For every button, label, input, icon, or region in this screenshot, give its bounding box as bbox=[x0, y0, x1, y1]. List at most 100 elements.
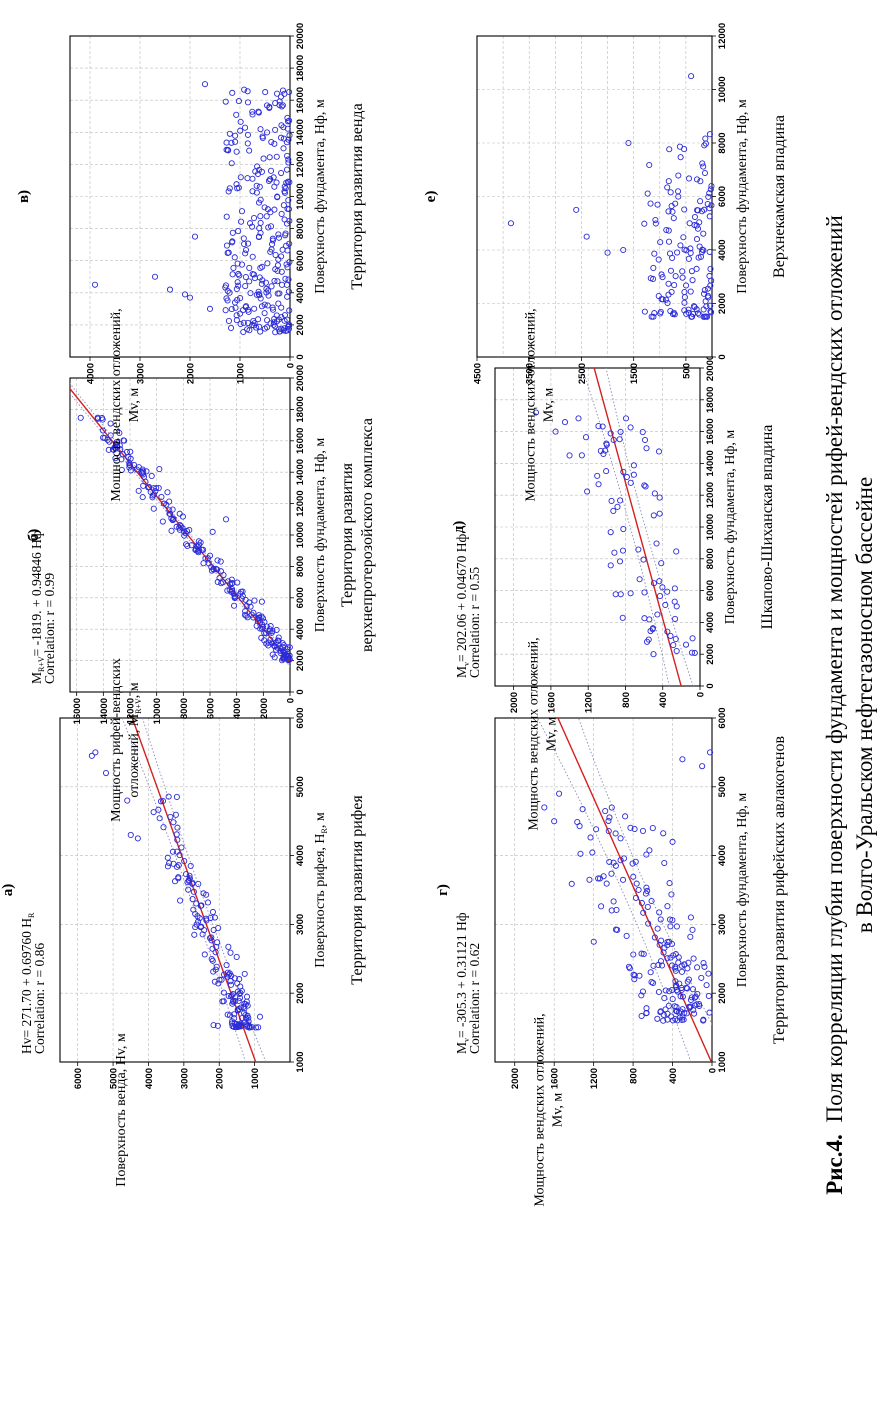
x-tick-label: 12000 bbox=[705, 482, 716, 508]
data-point bbox=[210, 1022, 217, 1029]
data-point bbox=[278, 210, 285, 217]
data-point bbox=[166, 860, 173, 867]
data-point bbox=[170, 819, 177, 826]
data-point bbox=[630, 873, 637, 880]
data-point bbox=[159, 518, 166, 525]
data-point bbox=[670, 641, 677, 649]
data-point bbox=[222, 307, 229, 314]
y-axis-title: Мощность вендских отложений, bbox=[109, 308, 124, 501]
data-point bbox=[237, 118, 244, 125]
y-axis-title-text: Мощность рифей-вендских bbox=[109, 658, 124, 822]
data-point bbox=[257, 229, 264, 237]
x-tick-label: 16000 bbox=[295, 87, 306, 113]
data-point bbox=[246, 147, 253, 154]
data-point bbox=[666, 916, 674, 923]
y-tick-label: 4000 bbox=[86, 363, 97, 384]
data-point bbox=[667, 923, 674, 930]
data-point bbox=[691, 304, 698, 311]
data-point bbox=[685, 255, 692, 262]
y-tick-label: 5000 bbox=[109, 1068, 120, 1089]
data-point bbox=[704, 200, 711, 208]
panel-label: в) bbox=[16, 190, 32, 203]
data-point bbox=[264, 260, 271, 267]
y-axis-title-text: Mv, м bbox=[545, 717, 560, 752]
data-point bbox=[176, 522, 184, 529]
data-point bbox=[608, 804, 615, 811]
data-point bbox=[245, 1018, 252, 1025]
data-point bbox=[206, 305, 214, 312]
y-tick-label: 1600 bbox=[550, 1068, 561, 1089]
data-point bbox=[654, 201, 661, 208]
data-point bbox=[150, 505, 157, 512]
data-point bbox=[230, 264, 237, 272]
data-point bbox=[681, 206, 688, 213]
data-point bbox=[640, 556, 647, 563]
data-point bbox=[224, 297, 231, 304]
data-point bbox=[225, 188, 232, 195]
data-point bbox=[192, 910, 199, 918]
data-point bbox=[275, 326, 282, 333]
y-tick-label: 800 bbox=[629, 1068, 640, 1084]
data-point bbox=[681, 299, 688, 306]
data-point bbox=[650, 962, 657, 969]
data-point bbox=[693, 1001, 700, 1008]
x-tick-label: 4000 bbox=[705, 612, 716, 633]
data-point bbox=[180, 528, 187, 535]
data-point bbox=[254, 170, 262, 178]
data-point bbox=[608, 497, 615, 504]
data-point bbox=[147, 488, 154, 496]
data-point bbox=[173, 523, 180, 530]
data-point bbox=[232, 138, 239, 145]
data-point bbox=[687, 914, 694, 921]
data-point bbox=[195, 918, 202, 925]
confidence-band-line bbox=[581, 368, 670, 686]
data-point bbox=[552, 428, 559, 435]
data-point bbox=[120, 437, 127, 444]
data-point bbox=[279, 246, 286, 253]
x-axis-title-tail: , м bbox=[313, 812, 328, 828]
panel-label: е) bbox=[423, 191, 439, 203]
data-point bbox=[264, 206, 271, 213]
data-point bbox=[249, 111, 256, 118]
data-point bbox=[209, 945, 216, 952]
data-point bbox=[651, 490, 658, 497]
data-point bbox=[669, 838, 676, 845]
data-point bbox=[225, 943, 232, 950]
data-point bbox=[647, 275, 654, 282]
data-point bbox=[233, 1023, 240, 1030]
data-point bbox=[222, 98, 229, 105]
y-tick-label: 1000 bbox=[250, 1068, 261, 1089]
data-point bbox=[236, 976, 243, 983]
data-point bbox=[681, 307, 688, 314]
y-tick-label: 400 bbox=[658, 692, 669, 708]
data-point bbox=[166, 286, 174, 293]
data-point bbox=[668, 202, 675, 210]
data-point bbox=[225, 578, 232, 585]
data-point bbox=[207, 914, 214, 921]
data-point bbox=[182, 530, 189, 537]
data-point bbox=[238, 595, 245, 602]
data-point bbox=[507, 220, 514, 227]
data-point bbox=[164, 489, 171, 496]
data-point bbox=[267, 167, 275, 174]
y-tick-label: 4000 bbox=[232, 698, 243, 719]
equation-tail: = -305.3 + 0.31121 Нф bbox=[454, 912, 469, 1038]
y-axis-title-text: Мощность вендских отложений, bbox=[109, 308, 124, 501]
data-point bbox=[227, 949, 234, 956]
data-point bbox=[678, 984, 685, 991]
region-caption: Шкапово-Шиханская впадина bbox=[759, 425, 776, 630]
data-point bbox=[658, 560, 665, 567]
data-point bbox=[274, 290, 281, 297]
data-point bbox=[244, 99, 252, 106]
data-point bbox=[639, 429, 646, 436]
data-point bbox=[228, 992, 235, 999]
data-point bbox=[631, 825, 638, 833]
data-point bbox=[605, 828, 612, 835]
data-point bbox=[623, 932, 630, 939]
data-point bbox=[170, 860, 177, 867]
data-point bbox=[638, 1012, 645, 1020]
data-point bbox=[631, 976, 638, 983]
data-point bbox=[667, 954, 674, 961]
y-tick-label: 6000 bbox=[73, 1068, 84, 1089]
data-point bbox=[280, 654, 287, 661]
